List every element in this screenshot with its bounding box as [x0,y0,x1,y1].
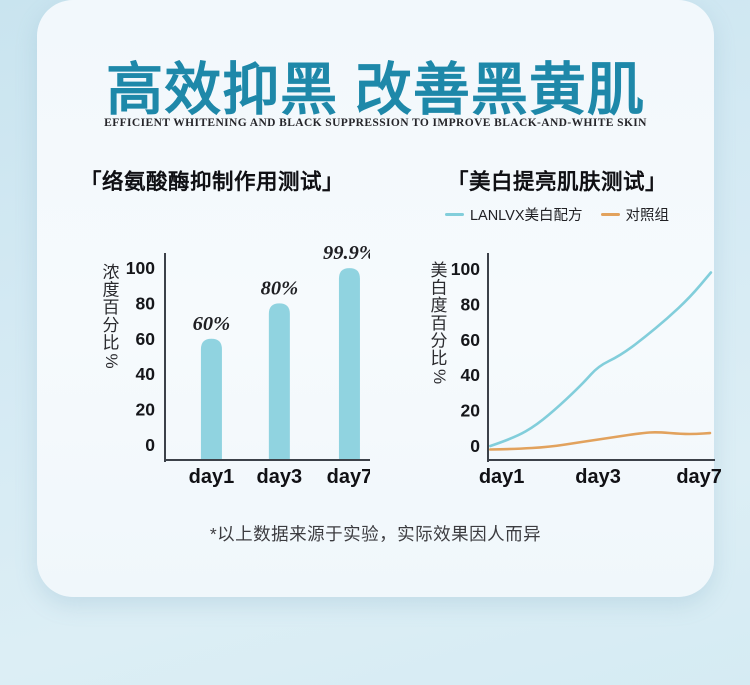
svg-text:60: 60 [136,329,156,349]
svg-text:%: % [102,353,121,368]
svg-text:比: 比 [431,349,448,368]
footnote: *以上数据来源于实验，实际效果因人而异 [209,524,542,544]
right-chart-heading: 「美白提亮肌肤测试」 [446,170,667,194]
svg-text:day1: day1 [189,466,235,488]
svg-text:浓: 浓 [103,263,120,282]
svg-text:20: 20 [461,401,481,421]
svg-text:day3: day3 [575,466,621,488]
svg-text:度: 度 [431,296,448,315]
svg-text:白: 白 [431,279,448,298]
svg-text:80: 80 [136,293,156,313]
left-chart-heading: 「络氨酸酶抑制作用测试」 [79,170,344,194]
svg-text:20: 20 [136,400,156,420]
svg-text:度: 度 [103,281,120,300]
svg-text:40: 40 [461,365,481,385]
svg-text:分: 分 [103,316,120,335]
svg-text:比: 比 [103,333,120,352]
line-swatch-control-icon [600,212,620,216]
legend-label-formula: LANLVX美白配方 [469,207,583,224]
page-title: 高效抑黑 改善黑黄肌 [106,58,645,122]
svg-text:99.9%: 99.9% [323,242,370,264]
svg-text:60%: 60% [193,313,231,335]
svg-text:40: 40 [136,364,156,384]
svg-text:day7: day7 [676,466,722,488]
svg-text:%: % [430,369,449,384]
page-subtitle: EFFICIENT WHITENING AND BLACK SUPPRESSIO… [104,117,647,129]
line-swatch-formula-icon [444,212,464,216]
svg-text:day1: day1 [479,466,525,488]
legend-item-control: 对照组 [600,204,670,225]
svg-text:80%: 80% [261,277,299,299]
svg-text:百: 百 [103,298,120,317]
line-chart-legend: LANLVX美白配方 对照组 [392,204,722,224]
svg-text:分: 分 [431,331,448,350]
svg-text:day3: day3 [257,466,303,488]
svg-text:0: 0 [470,436,480,456]
legend-item-formula: LANLVX美白配方 [444,204,583,225]
svg-text:day7: day7 [327,466,370,488]
svg-text:0: 0 [145,435,155,455]
svg-text:100: 100 [451,259,480,279]
svg-text:60: 60 [461,330,481,350]
content-card: 高效抑黑 改善黑黄肌 EFFICIENT WHITENING AND BLACK… [37,0,722,597]
legend-label-control: 对照组 [625,207,670,224]
svg-text:80: 80 [461,294,481,314]
svg-text:美: 美 [431,261,448,280]
svg-text:百: 百 [431,314,448,333]
svg-text:100: 100 [126,258,155,278]
